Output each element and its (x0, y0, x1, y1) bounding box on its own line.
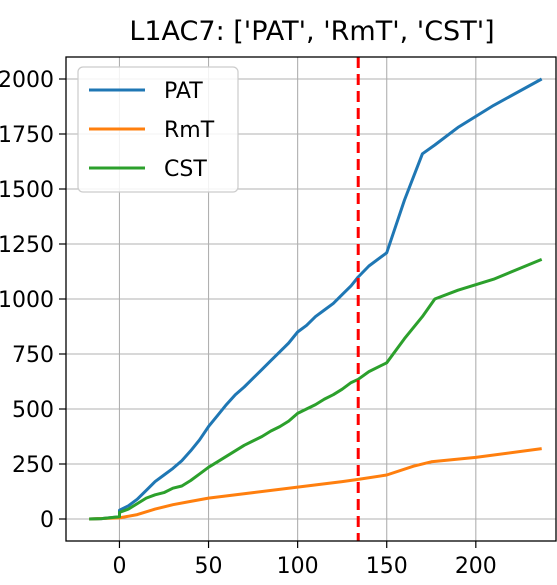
y-tick-label: 250 (12, 453, 54, 478)
series-line-pat (89, 77, 543, 521)
y-tick-label: 2000 (0, 68, 54, 93)
axis-ticks: 0 50 100 150 2000250500750100012501500175020… (0, 68, 497, 579)
legend-label-pat: PAT (164, 79, 203, 104)
legend-label-rmt: RmT (164, 118, 215, 143)
y-tick-label: 500 (12, 398, 54, 423)
x-tick-label: 150 (366, 554, 408, 579)
x-tick-label: 0 (112, 554, 126, 579)
y-tick-label: 1750 (0, 123, 54, 148)
series-lines (89, 77, 543, 521)
y-tick-label: 1250 (0, 233, 54, 258)
series-line-rmt (89, 447, 542, 521)
x-tick-label: 200 (455, 554, 497, 579)
legend: PAT RmT CST (77, 66, 239, 193)
x-tick-label: 100 (277, 554, 319, 579)
y-tick-label: 1000 (0, 288, 54, 313)
series-line-cst (89, 258, 543, 521)
legend-box (77, 66, 239, 193)
chart-title: L1AC7: ['PAT', 'RmT', 'CST'] (129, 16, 494, 47)
y-tick-label: 750 (12, 343, 54, 368)
x-tick-label: 50 (195, 554, 223, 579)
legend-label-cst: CST (164, 157, 207, 182)
y-tick-label: 1500 (0, 178, 54, 203)
y-tick-label: 0 (40, 508, 54, 533)
